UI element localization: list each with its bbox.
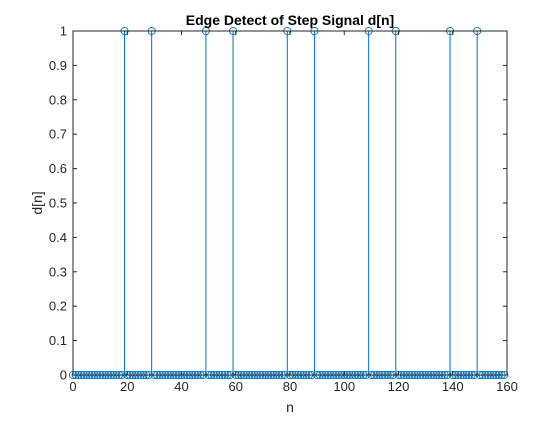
- x-tick-label: 160: [496, 379, 518, 394]
- y-tick-label: 0.3: [49, 264, 67, 279]
- y-tick-label: 0.9: [49, 58, 67, 73]
- y-axis-label: d[n]: [29, 191, 45, 214]
- y-tick-label: 0.1: [49, 333, 67, 348]
- x-tick-label: 20: [120, 379, 134, 394]
- x-tick-label: 120: [388, 379, 410, 394]
- y-tick-label: 0.2: [49, 299, 67, 314]
- y-tick-label: 1: [60, 24, 67, 39]
- x-tick-label: 0: [69, 379, 76, 394]
- chart-title: Edge Detect of Step Signal d[n]: [186, 12, 394, 28]
- x-tick-label: 40: [174, 379, 188, 394]
- x-tick-label: 80: [283, 379, 297, 394]
- x-tick-label: 60: [229, 379, 243, 394]
- y-tick-label: 0.4: [49, 230, 67, 245]
- y-tick-label: 0.8: [49, 92, 67, 107]
- y-tick-label: 0.6: [49, 161, 67, 176]
- x-tick-label: 100: [333, 379, 355, 394]
- x-axis-ticks: 0 20 40 60 80 100 120 140 160: [69, 31, 518, 394]
- y-tick-label: 0.7: [49, 127, 67, 142]
- x-tick-label: 140: [442, 379, 464, 394]
- y-tick-label: 0: [60, 368, 67, 383]
- x-axis-label: n: [286, 399, 294, 415]
- plot-area: [73, 31, 507, 375]
- y-axis-ticks: 0 0.1 0.2 0.3 0.4 0.5 0.6 0.7 0.8 0.9 1: [49, 24, 507, 383]
- y-tick-label: 0.5: [49, 196, 67, 211]
